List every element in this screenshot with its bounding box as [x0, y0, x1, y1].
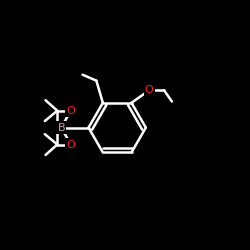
- Text: B: B: [58, 122, 65, 132]
- Text: O: O: [145, 85, 154, 95]
- Text: O: O: [66, 140, 75, 149]
- Text: O: O: [66, 106, 75, 116]
